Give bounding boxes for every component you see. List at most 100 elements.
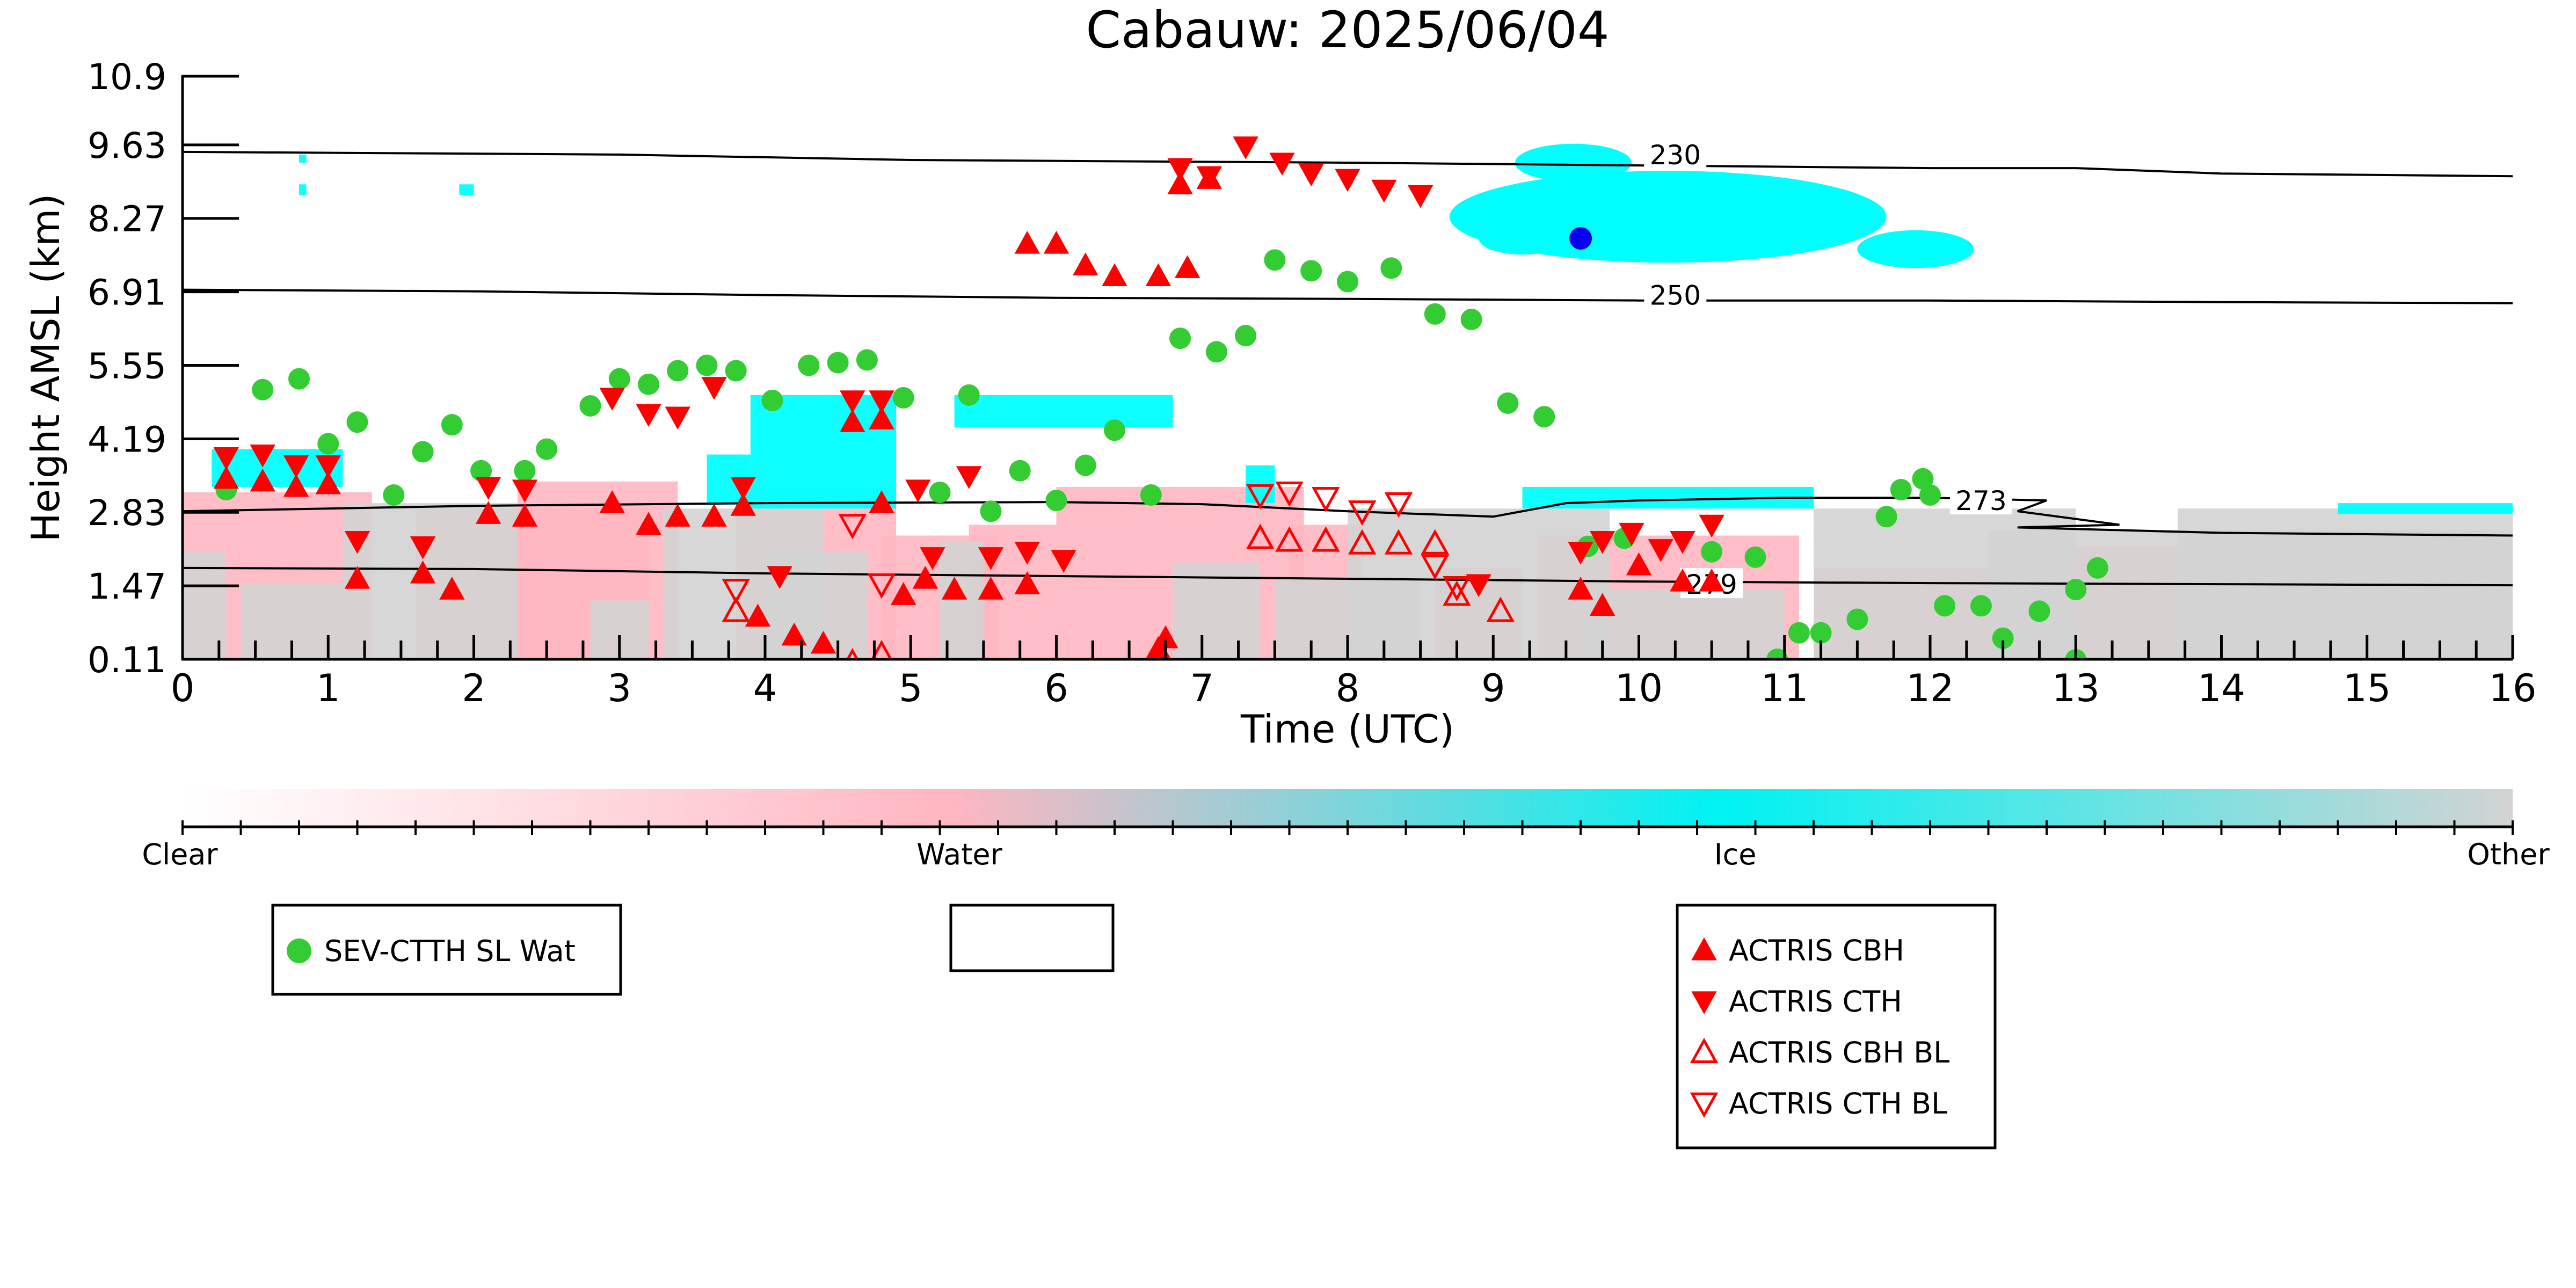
isotherm-label-bg	[1644, 279, 1707, 309]
actris-cth-bl-point	[1348, 500, 1377, 526]
actris-cbh-point	[1626, 552, 1652, 576]
legend-item-label: ACTRIS CBH	[1729, 934, 1904, 967]
y-tick-label: 10.9	[88, 56, 166, 98]
actris-cbh-point	[283, 474, 309, 497]
actris-cbh-point	[512, 504, 538, 527]
sev-ctth-sl-wat-point	[761, 389, 783, 411]
actris-cbh-point	[810, 630, 836, 654]
actris-cth-bl-point	[1384, 492, 1413, 518]
actris-cth-point	[701, 377, 727, 400]
actris-cbh-point	[912, 565, 938, 589]
actris-cth-point	[315, 455, 341, 478]
sev-ctth-sl-wat-point	[2065, 579, 2087, 601]
sev-ctth-sl-wat-point	[470, 460, 492, 482]
sev-ctth-sl-wat-point	[638, 373, 659, 395]
sev-ctth-sl-wat-point	[1205, 341, 1227, 363]
x-tick-label: 7	[1190, 666, 1214, 710]
legend-sev-box	[271, 904, 622, 996]
actris-cth-point	[599, 388, 625, 411]
ice-region	[299, 154, 307, 163]
ice-region	[1479, 222, 1566, 255]
x-axis-label: Time (UTC)	[1240, 707, 1454, 752]
x-tick-label: 8	[1336, 666, 1360, 710]
legend-sev: SEV-CTTH SL Wat	[271, 904, 622, 996]
sev-ctth-sl-wat-point	[667, 360, 689, 382]
sev-ctth-sl-wat-point	[798, 354, 820, 376]
actris-cbh-bl-point	[1443, 580, 1471, 606]
actris-cbh-point	[213, 465, 239, 489]
legend-sev-label: SEV-CTTH SL Wat	[324, 934, 576, 968]
x-tick-label: 3	[607, 666, 631, 710]
isotherm-label-bg	[1644, 138, 1707, 169]
actris-cbh-point	[1145, 263, 1171, 287]
actris-cth-point	[344, 530, 370, 554]
actris-cbh-point	[1589, 593, 1616, 616]
actris-cth-point	[730, 477, 756, 500]
actris-cbh-point	[1568, 577, 1593, 600]
sev-ctth-sl-wat-point	[346, 411, 368, 433]
colorbar: Clear Water Ice Other	[142, 789, 2550, 871]
actris-cbh-point	[745, 603, 771, 627]
actris-cbh-point	[730, 493, 756, 516]
actris-cbh-point	[1014, 230, 1040, 254]
legend-marker	[1690, 1092, 1719, 1118]
actris-cth-point	[1269, 152, 1295, 176]
actris-cth-point	[1568, 542, 1593, 565]
sev-ctth-sl-wat-point	[288, 368, 310, 390]
x-tick-label: 15	[2343, 666, 2391, 710]
sev-ctth-sl-wat-point	[827, 352, 849, 374]
sev-ctth-sl-wat-point	[1810, 622, 1832, 644]
y-tick-label: 4.19	[88, 419, 166, 460]
sev-ctth-sl-wat-point	[1300, 260, 1322, 282]
actris-cbh-point	[344, 565, 370, 589]
actris-cth-point	[250, 444, 275, 468]
actris-cbh-point	[941, 577, 967, 600]
ice-region	[2338, 503, 2513, 514]
actris-cbh-point	[1073, 252, 1098, 275]
actris-cbh-point	[475, 501, 501, 524]
actris-cbh-point	[1102, 263, 1127, 287]
legend-actris: ACTRIS CBH ACTRIS CTH ACTRIS CBH BL ACTRIS …	[1676, 904, 1997, 1149]
y-tick-label: 8.27	[88, 199, 166, 240]
sev-ctth-sl-wat-point	[725, 360, 747, 382]
x-tick-label: 12	[1906, 666, 1954, 710]
actris-cbh-point	[1014, 571, 1040, 594]
colorbar-label-ice: Ice	[1714, 838, 1757, 871]
x-tick-label: 11	[1760, 666, 1808, 710]
actris-cth-point	[213, 447, 239, 470]
ice-region	[459, 184, 474, 195]
isotherm-label-bg	[1949, 484, 2012, 515]
x-tick-label: 4	[753, 666, 777, 710]
actris-cth-point	[1670, 530, 1695, 554]
actris-cth-point	[1167, 158, 1193, 181]
sev-ctth-sl-wat-point	[1235, 325, 1257, 347]
actris-cth-bl-point	[1275, 481, 1304, 507]
actris-cth-bl-point	[838, 514, 867, 540]
sev-ctth-sl-wat-point	[1992, 627, 2014, 649]
actris-cbh-point	[1174, 255, 1200, 278]
sev-ctth-sl-wat-point	[1875, 506, 1897, 528]
legend-sev-marker	[287, 938, 311, 963]
sev-ctth-sl-wat-point	[252, 379, 274, 401]
x-tick-label: 1	[316, 666, 340, 710]
y-tick-label: 6.91	[88, 272, 166, 314]
actris-cth-point	[512, 479, 538, 503]
actris-cbh-point	[636, 512, 661, 535]
isotherm-273	[183, 497, 2513, 537]
actris-cbh-point	[890, 582, 916, 605]
actris-cbh-point	[250, 468, 275, 492]
sev-ctth-sl-wat-point	[1264, 249, 1286, 271]
sev-ctth-sl-wat-point	[383, 484, 405, 506]
x-tick-label: 10	[1615, 666, 1663, 710]
sev-ctth-sl-wat-point	[514, 460, 536, 482]
sev-ctth-sl-wat-point	[1337, 271, 1358, 293]
sev-ctth-sl-wat-point	[1912, 468, 1934, 490]
actris-cth-bl-point	[1443, 576, 1471, 602]
isotherm-279	[183, 566, 2513, 587]
actris-cbh-point	[439, 577, 465, 600]
actris-cth-bl-point	[1421, 554, 1449, 580]
x-tick-label: 6	[1044, 666, 1068, 710]
sev-ctth-sl-wat-point	[892, 387, 914, 409]
actris-cbh-point	[978, 577, 1004, 600]
